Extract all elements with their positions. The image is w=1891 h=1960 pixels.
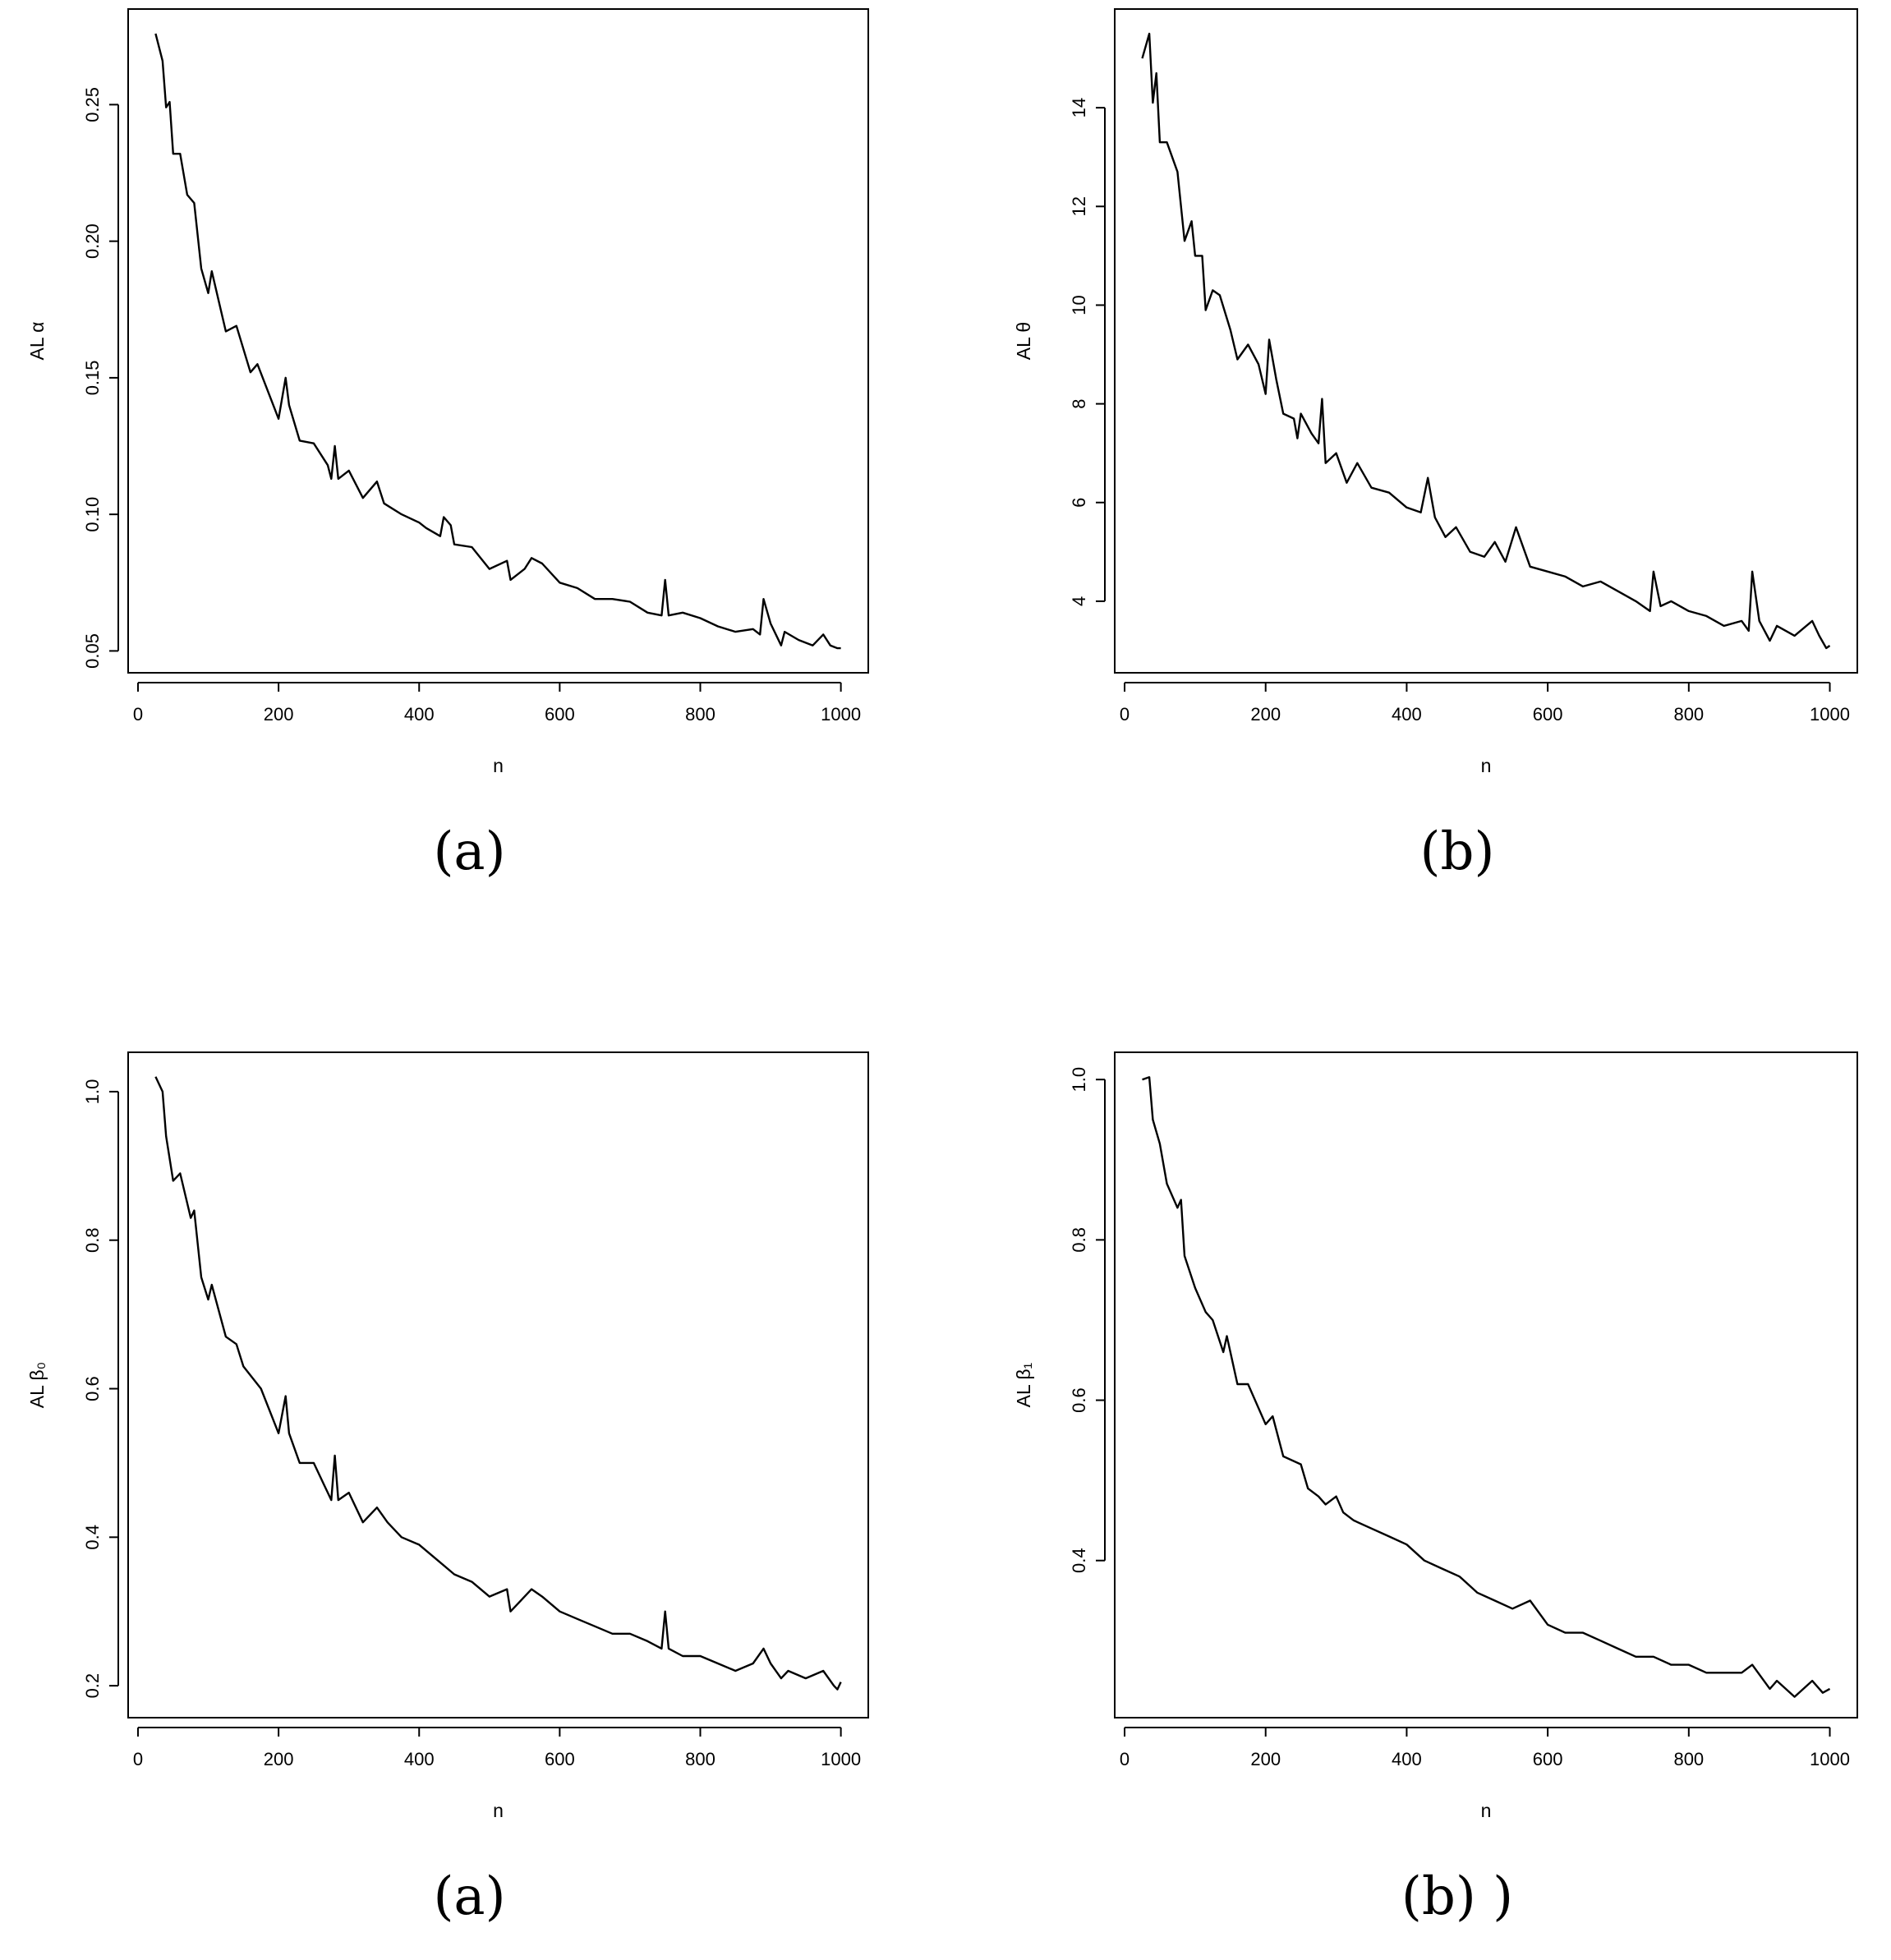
x-tick-label: 400 xyxy=(1392,1749,1422,1769)
x-axis: 0 200 400 600 800 1000 xyxy=(1120,1728,1850,1769)
data-series-line xyxy=(155,1077,840,1690)
y-axis-label: AL θ xyxy=(1013,322,1034,360)
x-tick-label: 600 xyxy=(1533,1749,1563,1769)
y-tick-label: 0.25 xyxy=(82,87,103,122)
y-tick-label: 8 xyxy=(1069,398,1089,408)
plot-frame xyxy=(128,9,868,673)
y-tick-label: 0.10 xyxy=(82,497,103,532)
y-tick-label: 12 xyxy=(1069,196,1089,216)
y-axis-label: AL β₁ xyxy=(1013,1362,1034,1407)
panel-caption: (a) xyxy=(433,1866,505,1927)
y-axis: 0.2 0.4 0.6 0.8 1.0 xyxy=(82,1079,118,1699)
y-tick-label: 0.4 xyxy=(1069,1548,1089,1573)
y-tick-label: 0.2 xyxy=(82,1673,103,1699)
y-tick-label: 0.8 xyxy=(1069,1227,1089,1253)
x-tick-label: 600 xyxy=(545,1749,575,1769)
x-tick-label: 400 xyxy=(404,1749,435,1769)
plot-frame xyxy=(1115,9,1857,673)
y-tick-label: 1.0 xyxy=(1069,1067,1089,1093)
plot-frame xyxy=(128,1052,868,1718)
x-tick-label: 800 xyxy=(1673,1749,1704,1769)
y-tick-label: 0.4 xyxy=(82,1525,103,1550)
x-tick-label: 400 xyxy=(404,704,435,725)
x-tick-label: 1000 xyxy=(821,1749,861,1769)
plot-frame xyxy=(1115,1052,1857,1718)
x-tick-label: 600 xyxy=(1533,704,1563,725)
y-axis: 4 6 8 10 12 14 xyxy=(1069,98,1105,606)
x-tick-label: 1000 xyxy=(1810,704,1850,725)
y-tick-label: 10 xyxy=(1069,295,1089,315)
x-axis-label: n xyxy=(493,1800,504,1821)
y-tick-label: 0.6 xyxy=(82,1376,103,1401)
x-tick-label: 1000 xyxy=(821,704,861,725)
y-axis: 0.05 0.10 0.15 0.20 0.25 xyxy=(82,87,118,669)
data-series-line xyxy=(155,34,840,648)
x-tick-label: 200 xyxy=(264,1749,294,1769)
y-tick-label: 14 xyxy=(1069,98,1089,117)
x-tick-label: 800 xyxy=(685,1749,715,1769)
x-tick-label: 800 xyxy=(1673,704,1704,725)
y-axis-label: AL β₀ xyxy=(26,1362,48,1408)
x-tick-label: 600 xyxy=(545,704,575,725)
y-tick-label: 0.05 xyxy=(82,633,103,669)
x-axis: 0 200 400 600 800 1000 xyxy=(133,1728,861,1769)
y-axis: 0.4 0.6 0.8 1.0 xyxy=(1069,1067,1105,1573)
y-tick-label: 4 xyxy=(1069,596,1089,606)
y-tick-label: 0.8 xyxy=(82,1227,103,1253)
x-tick-label: 1000 xyxy=(1810,1749,1850,1769)
x-axis-label: n xyxy=(1481,755,1492,776)
x-tick-label: 0 xyxy=(1120,704,1130,725)
y-tick-label: 0.20 xyxy=(82,223,103,259)
chart-panel-0: 0 200 400 600 800 1000 n 0.05 0.10 0.15 0.20 0.25 AL… xyxy=(26,9,868,882)
data-series-line xyxy=(1143,1077,1830,1696)
x-axis-label: n xyxy=(1481,1800,1492,1821)
y-tick-label: 1.0 xyxy=(82,1079,103,1105)
x-tick-label: 0 xyxy=(1120,1749,1130,1769)
x-tick-label: 200 xyxy=(1250,704,1281,725)
x-tick-label: 0 xyxy=(133,704,143,725)
y-tick-label: 6 xyxy=(1069,498,1089,508)
panel-caption: (b) xyxy=(1420,821,1495,882)
data-series-line xyxy=(1143,34,1830,648)
y-axis-label: AL α xyxy=(26,322,48,361)
y-tick-label: 0.6 xyxy=(1069,1387,1089,1413)
chart-panel-1: 0 200 400 600 800 1000 n 4 6 8 10 12 14 AL θ (b) xyxy=(1013,9,1857,882)
x-axis: 0 200 400 600 800 1000 xyxy=(133,683,861,725)
chart-panel-2: 0 200 400 600 800 1000 n 0.2 0.4 0.6 0.8 1.0 AL β₀ (a… xyxy=(26,1052,868,1927)
x-axis-label: n xyxy=(493,755,504,776)
panel-caption: (a) xyxy=(433,821,505,882)
x-axis: 0 200 400 600 800 1000 xyxy=(1120,683,1850,725)
x-tick-label: 800 xyxy=(685,704,715,725)
x-tick-label: 200 xyxy=(1250,1749,1281,1769)
x-tick-label: 200 xyxy=(264,704,294,725)
x-tick-label: 400 xyxy=(1392,704,1422,725)
chart-panel-3: 0 200 400 600 800 1000 n 0.4 0.6 0.8 1.0 AL β₁ (b) ) xyxy=(1013,1052,1857,1927)
x-tick-label: 0 xyxy=(133,1749,143,1769)
y-tick-label: 0.15 xyxy=(82,360,103,395)
panel-caption: (b) ) xyxy=(1401,1866,1513,1927)
